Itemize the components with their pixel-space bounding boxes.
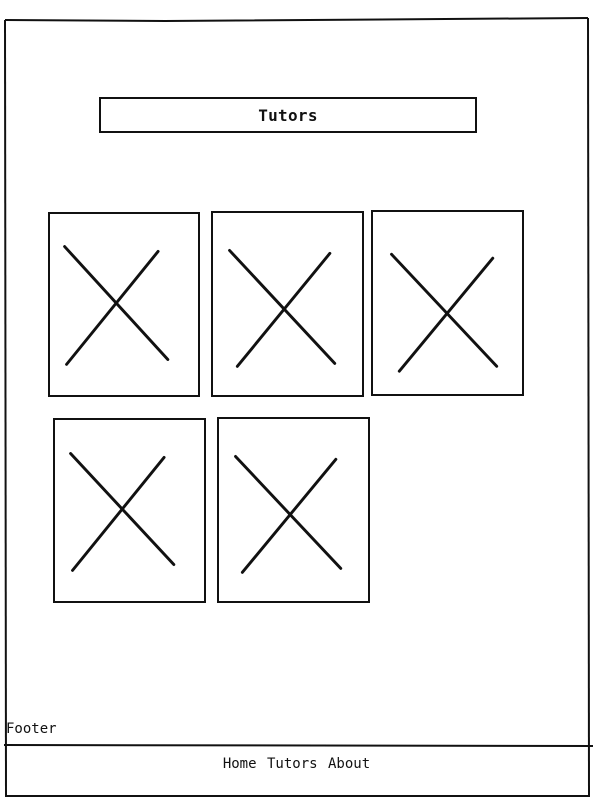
image-placeholder-icon: [69, 452, 176, 572]
nav-link-tutors[interactable]: Tutors: [266, 756, 318, 772]
footer-divider: [3, 744, 593, 747]
image-placeholder-icon: [390, 252, 499, 373]
footer-label: Footer: [6, 721, 57, 737]
tutor-card-5[interactable]: [217, 417, 370, 603]
image-placeholder-icon: [63, 245, 170, 366]
page-title-text: Tutors: [258, 105, 318, 125]
footer-nav: Home Tutors About: [0, 755, 593, 773]
tutor-card-1[interactable]: [48, 212, 200, 397]
tutor-card-4[interactable]: [53, 418, 206, 603]
image-placeholder-icon: [234, 454, 343, 574]
nav-link-home[interactable]: Home: [222, 756, 257, 772]
tutor-card-3[interactable]: [371, 210, 524, 396]
nav-link-about[interactable]: About: [328, 756, 371, 772]
tutor-card-2[interactable]: [211, 211, 364, 397]
image-placeholder-icon: [228, 248, 337, 368]
page-title: Tutors: [99, 97, 477, 133]
